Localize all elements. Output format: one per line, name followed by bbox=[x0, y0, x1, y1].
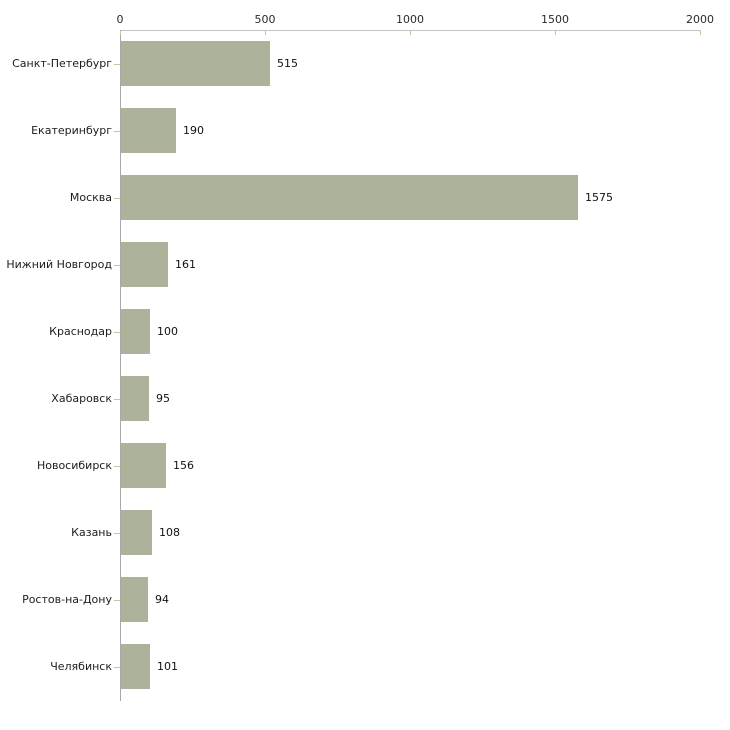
x-tick-mark bbox=[265, 31, 266, 35]
value-label: 100 bbox=[157, 325, 178, 338]
category-label: Казань bbox=[71, 526, 112, 539]
y-tick-mark bbox=[114, 399, 120, 400]
value-label: 95 bbox=[156, 392, 170, 405]
value-label: 101 bbox=[157, 660, 178, 673]
y-tick-mark bbox=[114, 466, 120, 467]
bar bbox=[121, 108, 176, 153]
y-tick-mark bbox=[114, 533, 120, 534]
x-tick-label: 1000 bbox=[396, 13, 424, 26]
value-label: 1575 bbox=[585, 191, 613, 204]
category-label: Хабаровск bbox=[51, 392, 112, 405]
x-tick-label: 500 bbox=[254, 13, 276, 26]
y-tick-mark bbox=[114, 131, 120, 132]
category-label: Челябинск bbox=[50, 660, 112, 673]
bar bbox=[121, 510, 152, 555]
x-tick-mark bbox=[410, 31, 411, 35]
x-tick-label: 1500 bbox=[541, 13, 569, 26]
y-tick-mark bbox=[114, 64, 120, 65]
category-label: Санкт-Петербург bbox=[12, 57, 112, 70]
y-tick-mark bbox=[114, 667, 120, 668]
y-axis-line bbox=[120, 30, 121, 701]
value-label: 515 bbox=[277, 57, 298, 70]
y-tick-mark bbox=[114, 198, 120, 199]
x-tick-label: 2000 bbox=[686, 13, 714, 26]
bar bbox=[121, 309, 150, 354]
value-label: 161 bbox=[175, 258, 196, 271]
value-label: 190 bbox=[183, 124, 204, 137]
x-tick-mark bbox=[555, 31, 556, 35]
bar bbox=[121, 242, 168, 287]
y-tick-mark bbox=[114, 332, 120, 333]
x-axis-line bbox=[120, 30, 701, 31]
value-label: 108 bbox=[159, 526, 180, 539]
bar bbox=[121, 443, 166, 488]
bar bbox=[121, 644, 150, 689]
category-label: Краснодар bbox=[49, 325, 112, 338]
value-label: 156 bbox=[173, 459, 194, 472]
y-tick-mark bbox=[114, 600, 120, 601]
x-tick-mark bbox=[700, 31, 701, 35]
category-label: Москва bbox=[69, 191, 112, 204]
category-label: Новосибирск bbox=[36, 459, 112, 472]
category-label: Нижний Новгород bbox=[6, 258, 112, 271]
bar bbox=[121, 376, 149, 421]
y-tick-mark bbox=[114, 265, 120, 266]
value-label: 94 bbox=[155, 593, 169, 606]
bar bbox=[121, 577, 148, 622]
x-tick-label: 0 bbox=[116, 13, 124, 26]
category-label: Ростов-на-Дону bbox=[22, 593, 112, 606]
bar bbox=[121, 41, 270, 86]
bar bbox=[121, 175, 578, 220]
category-label: Екатеринбург bbox=[31, 124, 112, 137]
x-tick-mark bbox=[120, 31, 121, 35]
